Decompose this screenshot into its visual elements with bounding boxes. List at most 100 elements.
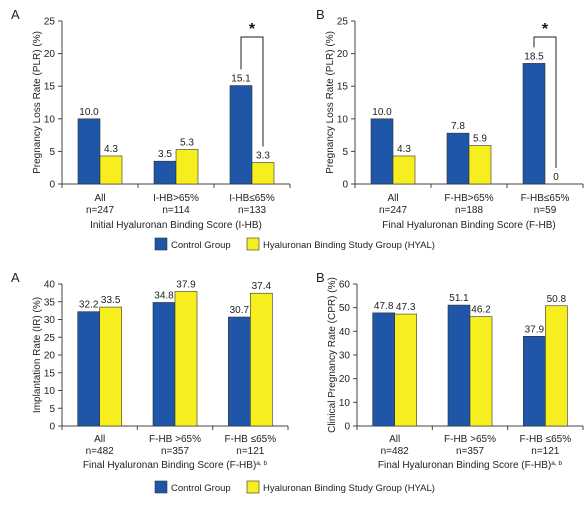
bar-hyal [394,313,417,427]
bar-value-label: 33.5 [101,295,121,306]
y-axis-label: Pregnancy Loss Rate (PLR) (%) [325,31,336,174]
category-label: F-HB >65% [149,434,201,445]
category-n-label: n=247 [86,205,115,216]
category-n-label: n=357 [161,446,190,457]
category-n-label: n=114 [162,205,190,216]
y-tick-label: 50 [339,303,351,314]
bar-value-label: 15.1 [231,74,251,85]
bar-value-label: 32.2 [79,300,99,311]
y-axis-label: Clinical Pregnancy Rate (CPR) (%) [327,277,338,433]
panel-letter: B [316,7,325,22]
y-tick-label: 10 [44,114,56,125]
y-tick-label: 5 [342,147,348,158]
bar-value-label: 50.8 [547,294,567,305]
bar-value-label: 18.5 [524,51,544,62]
category-label: All [94,434,105,445]
y-axis-label: Pregnancy Loss Rate (PLR) (%) [32,31,43,174]
bar-value-label: 7.8 [451,121,465,132]
x-axis-label-superscript: a, b [551,460,562,467]
category-n-label: n=59 [534,205,557,216]
legend-label: Control Group [171,483,231,494]
y-tick-label: 10 [44,386,56,397]
bar-value-label: 37.9 [176,279,196,290]
bar-hyal [175,149,199,185]
category-label: I-HB>65% [153,193,199,204]
y-tick-label: 25 [44,333,56,344]
bar-value-label: 47.3 [396,302,416,313]
significance-bracket [240,36,264,147]
y-tick-label: 0 [344,422,350,433]
legend-swatch-control [154,237,168,251]
y-tick-label: 60 [339,280,351,291]
y-axis-label: Implantation Rate (IR) (%) [32,297,43,413]
x-axis-label: Initial Hyaluronan Binding Score (I-HB) [90,220,262,231]
significance-star: * [542,21,549,38]
category-label: F-HB ≤65% [520,434,572,445]
significance-star: * [249,21,256,38]
bar-control [77,311,100,427]
legend-label: Hyaluronan Binding Study Group (HYAL) [263,483,435,494]
y-tick-label: 15 [44,368,56,379]
bar-value-label: 10.0 [79,107,99,118]
bar-hyal [99,306,122,427]
bar-control [446,132,470,185]
legend: Control Group Hyaluronan Binding Study Gr… [154,480,435,494]
bar-value-label: 34.8 [154,290,174,301]
bar-value-label: 3.3 [256,150,270,161]
category-label: F-HB≤65% [521,193,570,204]
y-tick-label: 10 [337,114,349,125]
legend-swatch-hyal [246,480,260,494]
bar-hyal [468,145,492,185]
panel-letter: A [11,7,20,22]
bar-control [228,316,251,427]
bar-value-label: 4.3 [104,144,118,155]
bar-value-label: 4.3 [397,144,411,155]
y-tick-label: 25 [44,17,56,28]
x-axis-label: Final Hyaluronan Binding Score (F-HB)a, … [378,460,563,472]
bar-hyal [174,291,198,427]
bar-control [522,63,546,185]
category-label: F-HB>65% [444,193,493,204]
legend: Control Group Hyaluronan Binding Study Gr… [154,237,435,251]
x-axis-label-superscript: a, b [256,460,267,467]
category-n-label: n=133 [238,205,267,216]
y-tick-label: 40 [339,327,351,338]
y-tick-label: 30 [44,315,56,326]
category-label: All [94,193,105,204]
y-tick-label: 5 [49,147,55,158]
category-n-label: n=357 [456,446,485,457]
bar-value-label: 10.0 [372,107,392,118]
y-tick-label: 10 [339,398,351,409]
bar-hyal [392,155,416,185]
category-n-label: n=121 [236,446,265,457]
category-label: F-HB >65% [444,434,496,445]
bar-control [523,336,546,427]
y-tick-label: 25 [337,17,349,28]
y-tick-label: 15 [44,82,56,93]
y-tick-label: 15 [337,82,349,93]
bar-value-label: 37.9 [525,324,545,335]
y-tick-label: 0 [49,180,55,191]
bar-value-label: 5.3 [180,137,194,148]
y-tick-label: 5 [49,404,55,415]
bar-hyal [469,316,493,427]
x-axis-label: Final Hyaluronan Binding Score (F-HB) [382,220,555,231]
bar-control [152,302,176,427]
y-tick-label: 20 [44,49,56,60]
bar-value-label: 0 [553,172,559,183]
x-axis-label: Final Hyaluronan Binding Score (F-HB)a, … [83,460,268,472]
category-n-label: n=121 [531,446,560,457]
bar-control [153,160,177,185]
category-n-label: n=188 [455,205,484,216]
bar-value-label: 5.9 [473,134,487,145]
category-label: I-HB≤65% [229,193,275,204]
bar-value-label: 37.4 [252,281,272,292]
bar-hyal [251,162,275,185]
panel-letter: B [316,270,325,285]
bar-control [447,304,471,427]
bar-value-label: 46.2 [471,305,491,316]
